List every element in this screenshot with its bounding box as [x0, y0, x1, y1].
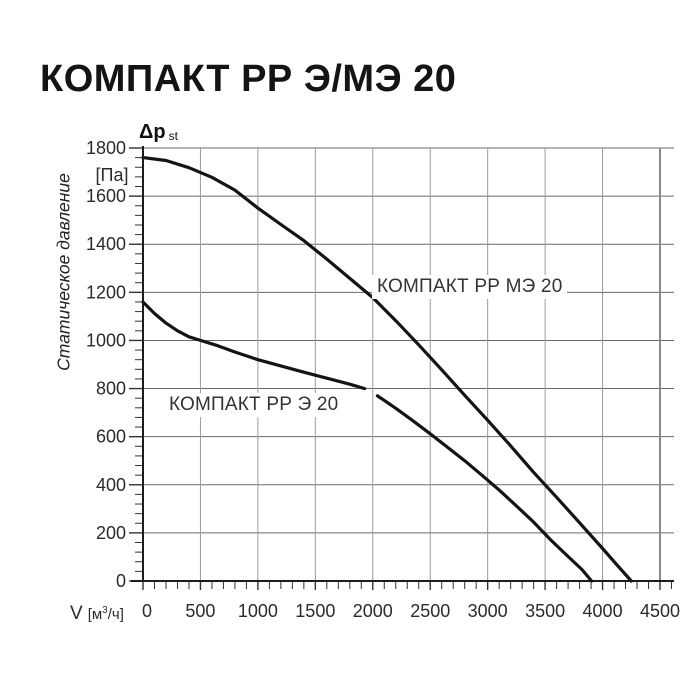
- y-tick-label: 1200: [86, 282, 126, 302]
- y-axis-side-label: Статическое давление: [53, 173, 74, 371]
- x-tick-label: 3000: [468, 601, 508, 621]
- x-tick-label: 1500: [295, 601, 335, 621]
- x-tick-label: 2500: [410, 601, 450, 621]
- flow-unit-post: /ч]: [107, 606, 124, 623]
- x-tick-label: 1000: [238, 601, 278, 621]
- y-axis-unit: [Па]: [95, 165, 129, 185]
- y-tick-label: 400: [96, 475, 126, 495]
- y-tick-label: 0: [116, 571, 126, 591]
- x-tick-label: 2000: [353, 601, 393, 621]
- y-tick-label: 600: [96, 427, 126, 447]
- y-axis-title: Δp st: [139, 121, 178, 144]
- flow-unit-pre: [м: [87, 606, 103, 623]
- flow-unit: [м3/ч]: [87, 605, 124, 623]
- x-tick-label: 0: [142, 601, 152, 621]
- flow-symbol: V: [70, 603, 83, 624]
- x-tick-label: 500: [185, 601, 215, 621]
- x-axis-title: V [м3/ч]: [70, 601, 124, 625]
- y-tick-label: 1400: [86, 234, 126, 254]
- delta-p-symbol: Δp: [139, 121, 166, 143]
- y-tick-label: 1000: [86, 330, 126, 350]
- x-tick-label: 4500: [640, 601, 680, 621]
- page-title: КОМПАКТ РР Э/МЭ 20: [40, 58, 457, 100]
- x-tick-label: 4000: [583, 601, 623, 621]
- curve-e20: [141, 300, 367, 391]
- x-tick-label: 3500: [525, 601, 565, 621]
- curve-label-me-20: КОМПАКТ РР МЭ 20: [372, 275, 568, 299]
- y-tick-label: 1600: [86, 186, 126, 206]
- curve-me20: [141, 156, 633, 583]
- y-tick-label: 200: [96, 523, 126, 543]
- curve-label-e-20: КОМПАКТ РР Э 20: [164, 393, 344, 417]
- flow-unit-sup: 3: [102, 605, 108, 616]
- y-tick-label: 800: [96, 379, 126, 399]
- y-tick-label: 1800: [86, 138, 126, 158]
- delta-p-subscript: st: [168, 129, 178, 143]
- curve-e20: [375, 394, 594, 583]
